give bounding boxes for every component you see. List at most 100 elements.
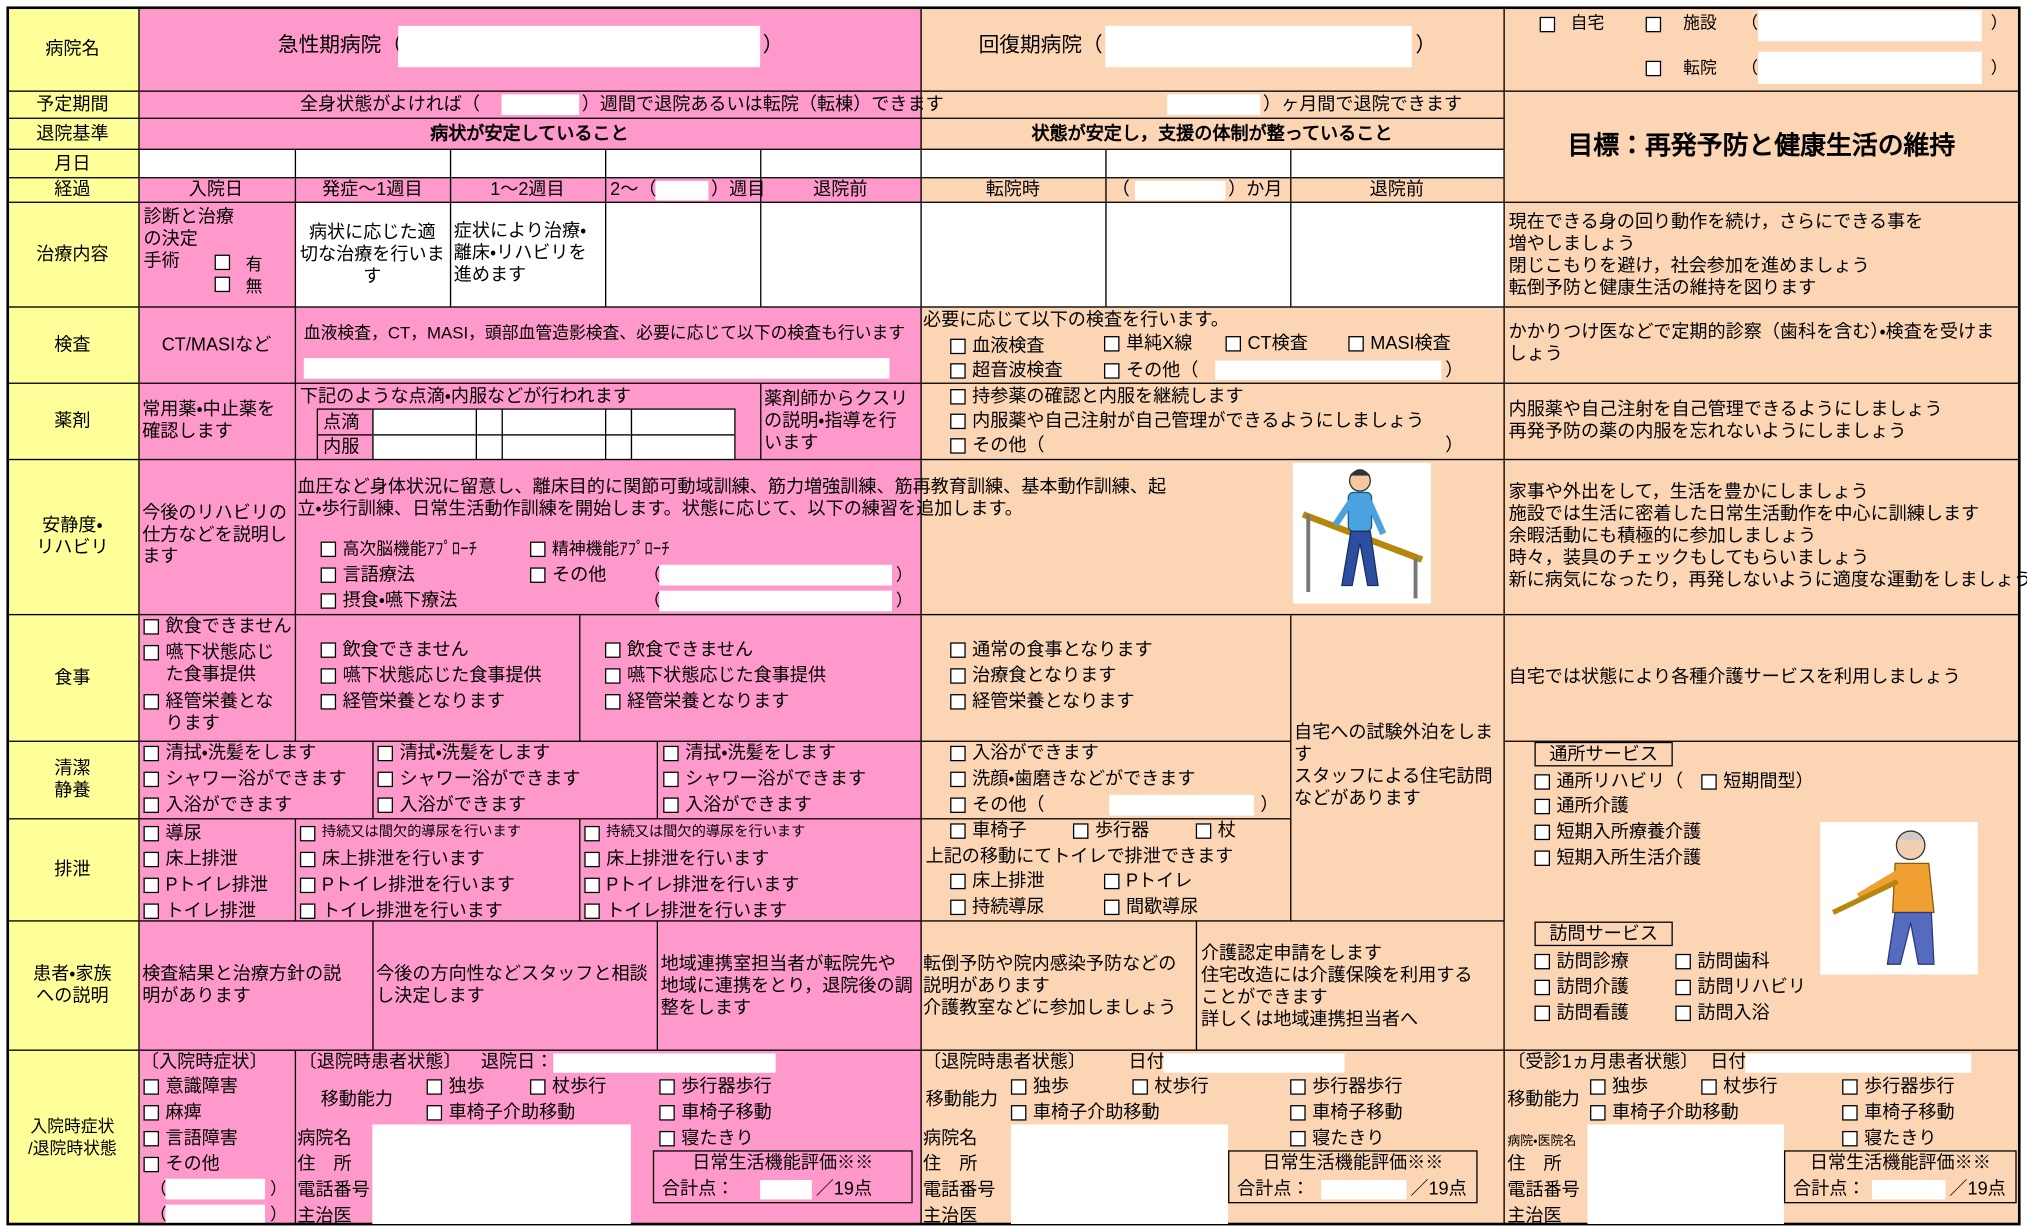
frame-box [1534,741,1673,767]
text: 短期入所生活介護 [1556,846,1702,868]
cell [1503,306,2021,384]
checkbox [1534,953,1550,970]
text: ） [270,1204,288,1224]
text: 1～2週目 [490,178,565,200]
text: ／19点 [1949,1177,2006,1199]
checkbox [530,1079,546,1095]
text: 家事や外出をして，生活を豊かにしましょう 施設では生活に密着した日常生活動作を中… [1508,480,2027,590]
input-box [1135,180,1226,201]
text: 持続又は間欠的導尿を行います [321,824,521,841]
checkbox [1534,774,1550,790]
text: シャワー浴ができます [399,767,581,789]
text: （ [643,564,661,585]
text: 回復期病院（ [978,34,1103,57]
checkbox [1842,1130,1858,1147]
checkbox [663,745,679,762]
text: 日常生活機能評価※※ [1809,1151,1991,1173]
checkbox [320,668,337,684]
checkbox [214,276,231,293]
text: 飲食できません [626,638,754,660]
text: 住 所 [297,1152,352,1174]
text: 訪問歯科 [1697,949,1770,971]
row-label: 薬剤 [54,409,91,431]
text: 合計点： [661,1177,735,1199]
text: ）週間で退院あるいは転院（転棟）できます [581,93,944,114]
row-label: 排泄 [54,858,91,879]
cell [1503,458,2021,616]
input-box [372,1124,631,1224]
checkbox [950,363,966,379]
text: ） [1990,12,2008,33]
cell [6,117,140,150]
checkbox [1072,823,1089,839]
input-box [165,1204,266,1223]
input-box [1215,360,1442,380]
checkbox [1675,953,1691,970]
checkbox [1290,1105,1306,1121]
checkbox [143,1156,160,1173]
text: 状態が安定し，支援の体制が整っていること [1031,122,1393,143]
cell [6,382,140,461]
cell [138,613,297,742]
text: 飲食できません [165,615,292,636]
text: トイレ排泄を行います [321,899,503,921]
text: ）週目 [711,178,766,200]
text: 精神機能ｱﾌﾟﾛｰﾁ [551,538,670,559]
text: 車椅子介助移動 [448,1101,576,1122]
text: （ [149,1178,167,1199]
text: ） [895,564,913,585]
text: 症状により治療・ 離床・リハビリを 進めます [453,219,587,285]
checkbox [320,593,337,609]
checkbox [1645,60,1662,77]
text: 自宅への試験外泊をしま す スタッフによる住宅訪問 などがあります [1294,721,1494,808]
cell [920,613,1292,742]
text: 清拭・洗髪をします [685,741,837,763]
text: CT検査 [1247,332,1308,353]
text: 入浴ができます [165,793,293,815]
text: 必要に応じて以下の検査を行います。 [923,308,1229,330]
text: Pトイレ排泄を行います [606,873,800,895]
text: 訪問介護 [1556,975,1629,997]
input-box [398,25,761,68]
input-box [1105,25,1412,68]
checkbox [1675,1005,1691,1022]
text: 摂食・嚥下療法 [342,589,458,611]
text: ） [270,1178,288,1199]
checkbox [377,771,393,788]
text: ） [1260,793,1279,815]
text: 薬剤師からクスリ の説明・指導を行 います [764,387,909,453]
text: 入浴ができます [685,793,812,815]
text: 持続導尿 [972,895,1045,917]
checkbox [1010,1105,1027,1121]
checkbox [143,1079,160,1095]
checkbox [320,694,337,710]
checkbox [143,644,160,661]
text: 施設 [1683,12,1717,33]
text: 歩行器歩行 [1312,1075,1403,1097]
checkbox [659,1130,675,1147]
checkbox [1010,1079,1027,1095]
checkbox [1842,1105,1858,1121]
text: 独歩 [448,1075,485,1097]
checkbox [1675,979,1691,996]
text: 独歩 [1612,1075,1649,1097]
cell [501,434,607,461]
checkbox [604,694,621,710]
checkbox [143,1105,160,1121]
checkbox [1534,798,1550,815]
text: ） [762,34,784,57]
input-box [165,1178,266,1200]
checkbox [299,851,316,868]
cane-illustration [1820,822,1978,975]
checkbox [950,389,966,405]
text: 車椅子移動 [1312,1101,1403,1122]
text: CT/MASIなど [161,333,272,355]
text: 診断と治療 の決定 [143,205,234,249]
text: 転倒予防や院内感染予防などの 説明があります 介護教室などに参加しましょう [923,952,1177,1018]
input-box [303,358,890,379]
text: （ [1111,178,1130,200]
text: 持参薬の確認と内服を継続します [972,385,1244,406]
text: ）か月 [1228,178,1283,200]
cell [475,408,503,436]
text: 訪問看護 [1556,1001,1629,1023]
